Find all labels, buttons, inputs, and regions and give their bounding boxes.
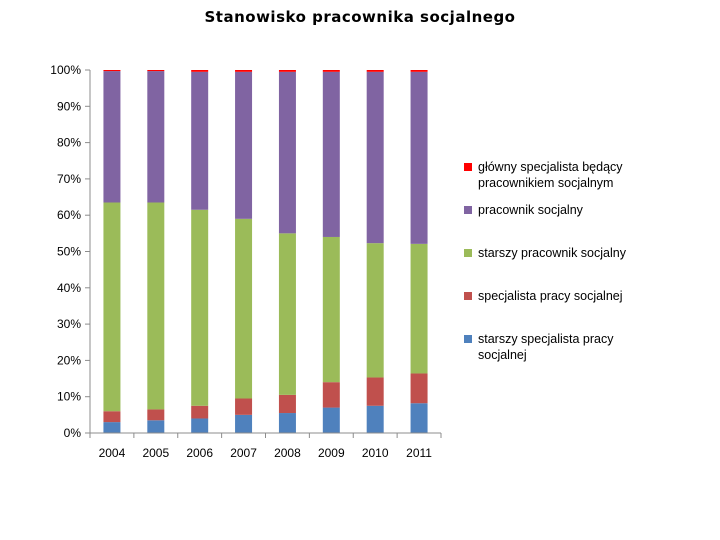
bar-segment-2009-series-4	[322, 70, 340, 72]
x-tick-label: 2010	[362, 446, 389, 460]
bar-segment-2007-series-1	[235, 398, 253, 415]
bar-segment-2011-series-2	[410, 243, 428, 374]
bar-segment-2005-series-0	[147, 420, 165, 433]
legend: główny specjalista będący pracownikiem so…	[464, 160, 627, 362]
bars-group	[103, 70, 428, 433]
bar-segment-2006-series-2	[191, 209, 209, 406]
bar-segment-2006-series-0	[191, 418, 209, 433]
bar-segment-2008-series-0	[278, 413, 296, 433]
bar-segment-2005-series-3	[147, 71, 165, 203]
bar-segment-2009-series-0	[322, 407, 340, 433]
bar-segment-2008-series-4	[278, 70, 296, 72]
y-tick-label: 80%	[57, 136, 81, 150]
legend-label: specjalista pracy socjalnej	[478, 289, 623, 303]
axes-group: 0% 10% 20% 30% 40% 50% 60% 70% 80% 90% 100% 2004 200…	[50, 63, 442, 460]
y-tick-label: 50%	[57, 245, 81, 259]
x-tick-label: 2008	[274, 446, 301, 460]
legend-label: starszy pracownik socjalny	[478, 246, 627, 260]
bar-segment-2009-series-3	[322, 71, 340, 237]
bar-segment-2010-series-3	[366, 71, 384, 244]
chart-title: Stanowisko pracownika socjalnego	[204, 8, 516, 26]
x-tick-label: 2009	[318, 446, 345, 460]
y-tick-label: 0%	[64, 426, 82, 440]
bar-segment-2011-series-0	[410, 403, 428, 433]
legend-label: pracownik socjalny	[478, 203, 584, 217]
x-tick-label: 2006	[186, 446, 213, 460]
bar-segment-2011-series-3	[410, 71, 428, 244]
x-tick-label: 2011	[406, 446, 432, 460]
y-tick-label: 90%	[57, 99, 81, 113]
legend-swatch	[464, 163, 472, 171]
bar-segment-2008-series-2	[278, 233, 296, 395]
bar-segment-2004-series-2	[103, 202, 121, 412]
legend-swatch	[464, 292, 472, 300]
bar-segment-2005-series-4	[147, 70, 165, 72]
bar-segment-2007-series-2	[235, 218, 253, 399]
bar-segment-2004-series-1	[103, 411, 121, 423]
bar-segment-2007-series-0	[235, 414, 253, 433]
bar-segment-2008-series-3	[278, 71, 296, 234]
y-tick-label: 70%	[57, 172, 81, 186]
bar-segment-2004-series-0	[103, 422, 121, 433]
legend-label: główny specjalista będący pracownikiem so…	[478, 160, 623, 190]
bar-segment-2010-series-4	[366, 70, 384, 72]
bar-segment-2004-series-4	[103, 70, 121, 72]
x-tick-label: 2005	[142, 446, 169, 460]
y-tick-label: 10%	[57, 390, 81, 404]
y-tick-label: 20%	[57, 353, 81, 367]
bar-segment-2009-series-2	[322, 236, 340, 383]
bar-segment-2006-series-4	[191, 70, 209, 72]
legend-swatch	[464, 249, 472, 257]
bar-segment-2006-series-3	[191, 71, 209, 210]
bar-segment-2010-series-1	[366, 377, 384, 406]
x-tick-label: 2007	[230, 446, 257, 460]
bar-segment-2010-series-0	[366, 405, 384, 433]
y-tick-label: 60%	[57, 208, 81, 222]
y-tick-label: 30%	[57, 317, 81, 331]
x-tick-label: 2004	[99, 446, 126, 460]
bar-segment-2006-series-1	[191, 405, 209, 419]
bar-segment-2005-series-1	[147, 409, 165, 421]
legend-label: starszy specjalista pracy socjalnej	[478, 332, 614, 362]
bar-segment-2007-series-3	[235, 71, 253, 219]
legend-swatch	[464, 335, 472, 343]
bar-segment-2007-series-4	[235, 70, 253, 72]
legend-swatch	[464, 206, 472, 214]
bar-segment-2008-series-1	[278, 394, 296, 414]
bar-segment-2010-series-2	[366, 243, 384, 378]
bar-segment-2009-series-1	[322, 382, 340, 408]
bar-segment-2004-series-3	[103, 71, 121, 203]
bar-segment-2011-series-1	[410, 373, 428, 404]
bar-segment-2011-series-4	[410, 70, 428, 72]
y-tick-label: 40%	[57, 281, 81, 295]
bar-segment-2005-series-2	[147, 202, 165, 410]
y-tick-label: 100%	[50, 63, 81, 77]
